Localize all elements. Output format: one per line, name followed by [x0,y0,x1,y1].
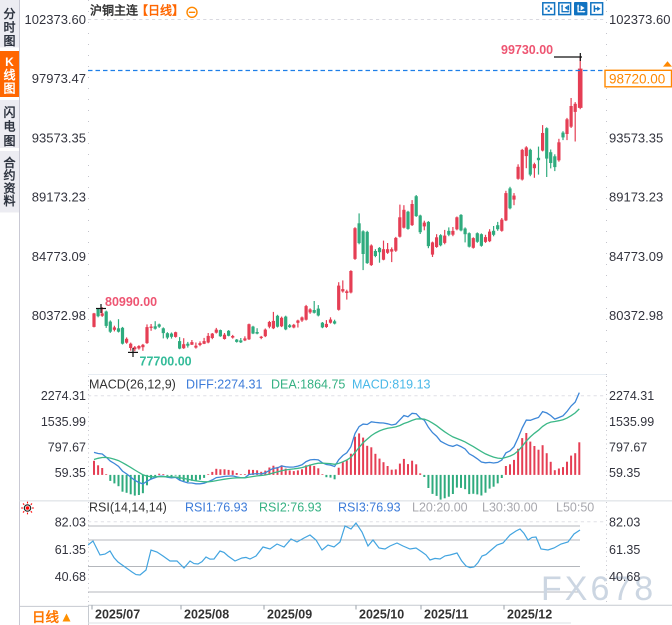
svg-text:RSI2:76.93: RSI2:76.93 [259,501,322,515]
svg-text:时: 时 [3,20,15,35]
svg-text:59.35: 59.35 [55,466,86,480]
svg-text:闪: 闪 [3,106,15,120]
svg-text:约: 约 [3,168,15,183]
svg-text:2025/08: 2025/08 [184,608,229,622]
svg-text:分: 分 [3,6,15,21]
svg-text:97973.47: 97973.47 [32,71,86,86]
svg-text:93573.35: 93573.35 [609,130,663,145]
svg-text:DIFF:2274.31: DIFF:2274.31 [186,378,262,392]
svg-text:合: 合 [3,155,16,170]
svg-text:82.03: 82.03 [609,516,640,530]
svg-text:2025/12: 2025/12 [507,608,552,622]
svg-text:DEA:1864.75: DEA:1864.75 [271,378,345,392]
svg-text:40.68: 40.68 [55,570,86,584]
svg-text:89173.23: 89173.23 [32,190,86,205]
svg-text:80372.98: 80372.98 [32,308,86,323]
svg-text:2025/09: 2025/09 [267,608,312,622]
svg-text:98720.00: 98720.00 [609,71,665,86]
svg-text:77700.00: 77700.00 [140,355,192,369]
svg-text:线: 线 [3,67,15,82]
svg-text:K: K [5,55,14,69]
svg-text:资: 资 [3,180,15,195]
svg-text:102373.60: 102373.60 [609,12,670,27]
svg-text:93573.35: 93573.35 [32,130,86,145]
svg-text:40.68: 40.68 [609,570,640,584]
svg-text:80372.98: 80372.98 [609,308,663,323]
svg-text:电: 电 [3,119,15,134]
svg-text:61.35: 61.35 [609,543,640,557]
svg-text:2025/07: 2025/07 [95,608,140,622]
svg-text:80990.00: 80990.00 [105,295,157,309]
svg-text:59.35: 59.35 [609,466,640,480]
svg-text:84773.09: 84773.09 [609,249,663,264]
svg-text:2274.31: 2274.31 [41,389,86,403]
svg-text:图: 图 [3,134,15,148]
svg-text:日线: 日线 [32,609,59,625]
svg-text:89173.23: 89173.23 [609,190,663,205]
svg-text:L20:20.00: L20:20.00 [412,501,468,515]
svg-text:1535.99: 1535.99 [609,415,654,429]
svg-text:RSI(14,14,14): RSI(14,14,14) [89,501,167,515]
svg-text:RSI1:76.93: RSI1:76.93 [185,501,248,515]
svg-text:MACD(26,12,9): MACD(26,12,9) [89,378,176,392]
svg-text:102373.60: 102373.60 [25,12,86,27]
svg-text:797.67: 797.67 [609,441,647,455]
svg-text:2025/11: 2025/11 [424,608,469,622]
svg-text:料: 料 [3,193,15,208]
svg-text:沪铜主连: 沪铜主连 [90,3,139,18]
svg-text:2274.31: 2274.31 [609,389,654,403]
svg-text:1535.99: 1535.99 [41,415,86,429]
svg-text:2025/10: 2025/10 [359,608,404,622]
svg-text:【日线】: 【日线】 [136,3,184,18]
svg-text:82.03: 82.03 [55,516,86,530]
svg-text:99730.00: 99730.00 [501,43,553,57]
svg-text:797.67: 797.67 [48,441,86,455]
svg-text:84773.09: 84773.09 [32,249,86,264]
svg-text:图: 图 [3,34,15,48]
svg-text:FX678: FX678 [541,570,656,608]
svg-text:图: 图 [3,81,15,95]
svg-text:MACD:819.13: MACD:819.13 [352,378,431,392]
svg-text:L50:50: L50:50 [556,501,594,515]
svg-text:61.35: 61.35 [55,543,86,557]
svg-text:RSI3:76.93: RSI3:76.93 [338,501,401,515]
svg-text:L30:30.00: L30:30.00 [482,501,538,515]
